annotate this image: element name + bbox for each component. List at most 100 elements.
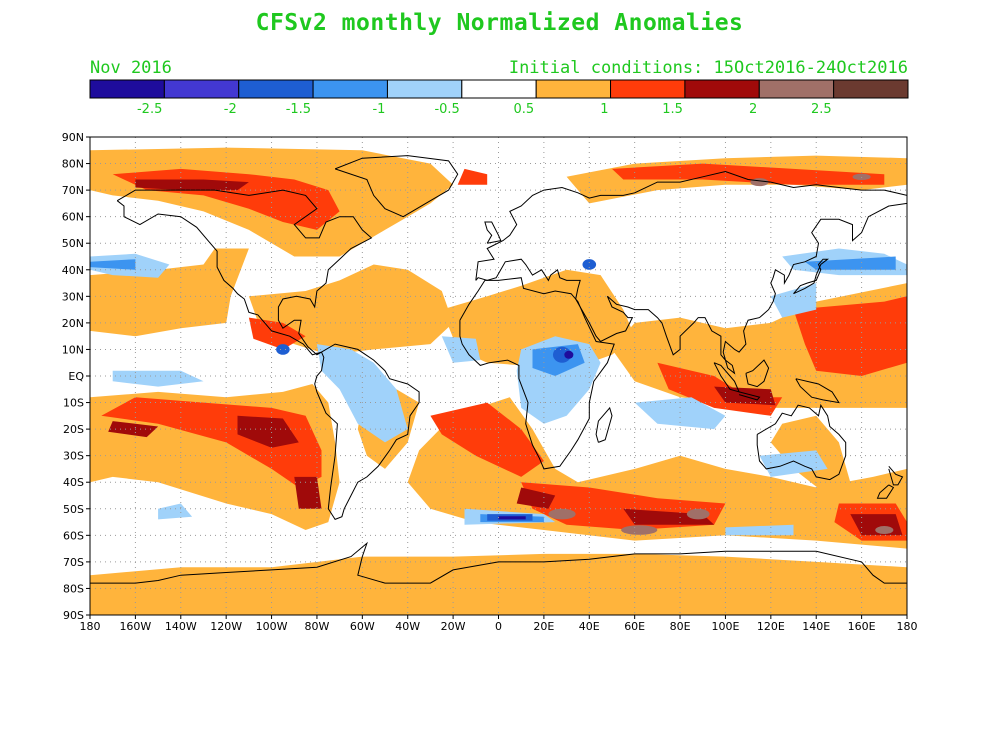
lon-tick-label: 140E bbox=[802, 620, 830, 633]
lat-tick-label: 20N bbox=[62, 317, 84, 330]
coastline bbox=[745, 359, 770, 388]
colorbar-swatch bbox=[535, 79, 612, 99]
anomaly-region bbox=[793, 296, 907, 376]
colorbar-swatch bbox=[312, 79, 388, 99]
coastlines bbox=[90, 155, 907, 584]
coastline bbox=[595, 406, 613, 443]
lon-tick-label: 120W bbox=[210, 620, 242, 633]
latitude-axis: 90N 80N 70N 60N 50N 40N 30N 20N 10N EQ 10S 20S 30S 40… bbox=[62, 131, 90, 622]
anomaly-region bbox=[759, 450, 828, 477]
colorbar-swatch bbox=[163, 79, 240, 99]
coastline bbox=[314, 343, 420, 521]
anomaly-region bbox=[564, 350, 574, 359]
colorbar-label: 1.5 bbox=[662, 102, 683, 117]
colorbar-label: -1 bbox=[372, 102, 385, 117]
colorbar-swatch bbox=[238, 79, 314, 99]
coastline bbox=[475, 170, 907, 281]
lon-tick-label: 0 bbox=[495, 620, 502, 633]
anomaly-region bbox=[770, 283, 817, 318]
colorbar-label: -2.5 bbox=[137, 102, 162, 117]
lat-tick-label: EQ bbox=[68, 370, 84, 383]
colorbar-label: -1.5 bbox=[286, 102, 311, 117]
lon-tick-label: 20E bbox=[533, 620, 554, 633]
lat-tick-label: 70N bbox=[62, 184, 84, 197]
coastline bbox=[334, 155, 459, 218]
anomaly-region bbox=[294, 476, 322, 509]
lon-tick-label: 40E bbox=[579, 620, 600, 633]
anomaly-region bbox=[135, 179, 249, 191]
anomaly-region bbox=[623, 508, 715, 525]
coastline bbox=[888, 465, 904, 486]
anomaly-region bbox=[430, 402, 544, 477]
lat-tick-label: 50N bbox=[62, 237, 84, 250]
lat-tick-label: 10N bbox=[62, 343, 84, 356]
anomaly-region bbox=[725, 524, 794, 536]
lon-tick-label: 80W bbox=[305, 620, 330, 633]
map-gridlines bbox=[90, 137, 907, 615]
lon-tick-label: 60E bbox=[624, 620, 645, 633]
colorbar-swatch bbox=[833, 79, 909, 99]
colorbar-label: 2 bbox=[749, 102, 757, 117]
colorbar-swatch bbox=[89, 79, 165, 99]
anomaly-region bbox=[90, 248, 249, 337]
anomaly-region bbox=[516, 487, 556, 509]
anomaly-region bbox=[158, 503, 193, 520]
lat-tick-label: 50S bbox=[63, 503, 84, 516]
colorbar-label: 2.5 bbox=[811, 102, 832, 117]
colorbar-labels: -2.5 -2 -1.5 -1 -0.5 0.5 1 1.5 2 2.5 bbox=[137, 102, 832, 117]
colorbar-swatch bbox=[758, 79, 835, 99]
chart-title: CFSv2 monthly Normalized Anomalies bbox=[255, 10, 744, 36]
anomaly-region bbox=[612, 163, 885, 185]
anomaly-region bbox=[498, 516, 526, 520]
coastline bbox=[475, 202, 907, 375]
lat-tick-label: 40S bbox=[63, 476, 84, 489]
anomaly-region bbox=[276, 344, 290, 355]
lon-tick-label: 80E bbox=[670, 620, 691, 633]
lat-tick-label: 90S bbox=[63, 609, 84, 622]
coastline bbox=[484, 221, 502, 244]
anomaly-region bbox=[634, 397, 726, 430]
anomaly-region bbox=[552, 346, 572, 363]
coastline bbox=[793, 258, 830, 295]
colorbar-label: -2 bbox=[224, 102, 237, 117]
anomaly-region bbox=[457, 168, 488, 185]
coastline bbox=[738, 391, 761, 401]
lat-tick-label: 60S bbox=[63, 529, 84, 542]
colorbar bbox=[89, 79, 909, 99]
anomaly-region bbox=[852, 173, 871, 181]
coastline bbox=[116, 189, 373, 356]
lat-tick-label: 70S bbox=[63, 556, 84, 569]
lon-tick-label: 180 bbox=[897, 620, 918, 633]
lat-tick-label: 10S bbox=[63, 397, 84, 410]
anomaly-region bbox=[804, 256, 896, 270]
lat-tick-label: 80N bbox=[62, 158, 84, 171]
lat-tick-label: 80S bbox=[63, 582, 84, 595]
lon-tick-label: 100E bbox=[711, 620, 739, 633]
lon-tick-label: 180 bbox=[80, 620, 101, 633]
lat-tick-label: 40N bbox=[62, 264, 84, 277]
anomaly-region bbox=[248, 264, 454, 355]
coastline bbox=[459, 277, 615, 470]
lat-tick-label: 60N bbox=[62, 211, 84, 224]
coastline bbox=[90, 541, 907, 584]
colorbar-label: 0.5 bbox=[513, 102, 534, 117]
lon-tick-label: 40W bbox=[395, 620, 420, 633]
colorbar-label: -0.5 bbox=[434, 102, 459, 117]
coastline bbox=[756, 403, 847, 481]
lat-tick-label: 30S bbox=[63, 450, 84, 463]
lon-tick-label: 120E bbox=[757, 620, 785, 633]
anomaly-region bbox=[875, 526, 894, 535]
anomaly-region bbox=[548, 508, 576, 520]
lon-tick-label: 140W bbox=[165, 620, 197, 633]
lon-tick-label: 60W bbox=[350, 620, 375, 633]
longitude-axis: 180 160W 140W 120W 100W 80W 60W 40W 20W 0 20E 40E 60… bbox=[80, 615, 918, 633]
coastline bbox=[876, 484, 895, 499]
anomaly-region bbox=[316, 344, 408, 443]
forecast-month: Nov 2016 bbox=[90, 58, 172, 78]
colorbar-label: 1 bbox=[600, 102, 608, 117]
lon-tick-label: 160E bbox=[848, 620, 876, 633]
anomaly-region bbox=[248, 317, 306, 350]
anomaly-region bbox=[582, 259, 597, 270]
colorbar-swatch bbox=[386, 79, 463, 99]
